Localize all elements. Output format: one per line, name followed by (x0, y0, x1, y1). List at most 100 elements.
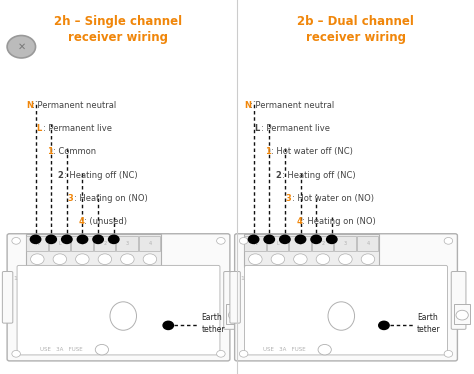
FancyBboxPatch shape (356, 236, 378, 251)
FancyBboxPatch shape (93, 236, 115, 251)
Circle shape (280, 235, 290, 243)
Circle shape (248, 235, 259, 243)
Circle shape (30, 235, 41, 243)
Circle shape (294, 254, 307, 264)
Text: N: N (26, 101, 33, 110)
Circle shape (228, 310, 241, 320)
Circle shape (248, 254, 262, 264)
FancyBboxPatch shape (244, 234, 379, 267)
Text: N: N (254, 241, 257, 246)
FancyBboxPatch shape (71, 236, 92, 251)
Circle shape (239, 350, 248, 357)
Circle shape (77, 235, 88, 243)
Text: 4: 4 (366, 241, 370, 246)
FancyBboxPatch shape (138, 236, 160, 251)
Circle shape (271, 254, 284, 264)
FancyBboxPatch shape (26, 236, 47, 251)
FancyBboxPatch shape (311, 236, 333, 251)
Text: Earth
tether: Earth tether (417, 313, 441, 334)
Text: : Permanent neutral: : Permanent neutral (32, 101, 117, 110)
Circle shape (379, 321, 389, 329)
Text: : Permanent live: : Permanent live (43, 124, 112, 133)
Text: 3: 3 (286, 194, 292, 203)
FancyBboxPatch shape (451, 272, 466, 329)
Circle shape (316, 254, 330, 264)
Text: 2: 2 (275, 171, 281, 180)
Circle shape (338, 254, 352, 264)
Text: L: L (255, 124, 260, 133)
FancyBboxPatch shape (266, 236, 288, 251)
Text: 2: 2 (103, 241, 107, 246)
Text: 2: 2 (321, 241, 325, 246)
Circle shape (264, 235, 274, 243)
FancyBboxPatch shape (7, 234, 230, 361)
Text: : Permanent neutral: : Permanent neutral (250, 101, 335, 110)
Circle shape (361, 254, 374, 264)
Circle shape (30, 254, 44, 264)
Text: 1: 1 (299, 241, 302, 246)
Text: 2b – Dual channel
receiver wiring: 2b – Dual channel receiver wiring (297, 15, 414, 44)
Text: ✕: ✕ (17, 42, 26, 52)
FancyBboxPatch shape (245, 266, 447, 355)
Text: L: L (58, 241, 61, 246)
FancyBboxPatch shape (289, 236, 311, 251)
Circle shape (46, 235, 56, 243)
Text: USE   3A   FUSE: USE 3A FUSE (40, 347, 83, 352)
Text: : Permanent live: : Permanent live (261, 124, 330, 133)
FancyBboxPatch shape (235, 234, 457, 361)
Circle shape (95, 344, 109, 355)
Text: 1: 1 (241, 276, 245, 281)
FancyBboxPatch shape (224, 272, 238, 329)
Circle shape (444, 237, 453, 244)
Text: L: L (36, 124, 42, 133)
Circle shape (93, 235, 103, 243)
Circle shape (163, 321, 173, 329)
Text: 4: 4 (296, 217, 302, 226)
Text: 3: 3 (126, 241, 129, 246)
FancyBboxPatch shape (17, 266, 220, 355)
Ellipse shape (328, 302, 355, 330)
Text: 4: 4 (148, 241, 152, 246)
Text: 2: 2 (57, 171, 63, 180)
Circle shape (239, 237, 248, 244)
Text: 1: 1 (47, 147, 53, 156)
Circle shape (217, 237, 225, 244)
FancyBboxPatch shape (244, 236, 265, 251)
Circle shape (295, 235, 306, 243)
Circle shape (120, 254, 134, 264)
Text: 3: 3 (68, 194, 73, 203)
FancyBboxPatch shape (334, 236, 356, 251)
Circle shape (62, 235, 72, 243)
Text: 3: 3 (344, 241, 347, 246)
FancyBboxPatch shape (230, 272, 240, 323)
Circle shape (109, 235, 119, 243)
Circle shape (444, 350, 453, 357)
Text: : Hot water off (NC): : Hot water off (NC) (271, 147, 353, 156)
FancyBboxPatch shape (2, 272, 13, 323)
Text: L: L (276, 241, 279, 246)
Text: 1: 1 (81, 241, 84, 246)
Text: N: N (244, 101, 251, 110)
Circle shape (143, 254, 156, 264)
Circle shape (456, 310, 468, 320)
FancyBboxPatch shape (26, 234, 161, 267)
Text: : Heating on (NO): : Heating on (NO) (302, 217, 376, 226)
Circle shape (12, 237, 20, 244)
Circle shape (327, 235, 337, 243)
Circle shape (7, 36, 36, 58)
Circle shape (53, 254, 66, 264)
Text: : Heating off (NC): : Heating off (NC) (282, 171, 355, 180)
Circle shape (12, 350, 20, 357)
Circle shape (98, 254, 111, 264)
Text: 1: 1 (13, 276, 17, 281)
Text: : Heating off (NC): : Heating off (NC) (64, 171, 137, 180)
FancyBboxPatch shape (48, 236, 70, 251)
Circle shape (311, 235, 321, 243)
FancyBboxPatch shape (454, 304, 470, 325)
Text: : Heating on (NO): : Heating on (NO) (74, 194, 148, 203)
Text: 1: 1 (265, 147, 271, 156)
FancyBboxPatch shape (226, 304, 243, 325)
Text: USE   3A   FUSE: USE 3A FUSE (263, 347, 306, 352)
FancyBboxPatch shape (116, 236, 137, 251)
Text: : Hot water on (NO): : Hot water on (NO) (292, 194, 374, 203)
